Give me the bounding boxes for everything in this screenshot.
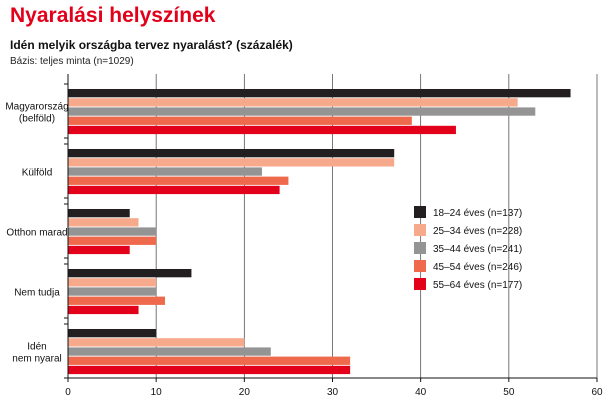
bar-1-3 [68,176,289,185]
legend-swatch-2 [414,242,426,254]
legend-swatch-0 [414,206,426,218]
legend-label-0: 18–24 éves (n=137) [433,208,522,219]
legend-swatch-1 [414,224,426,236]
x-tick-label-1: 10 [151,387,163,398]
bar-3-0 [68,269,192,278]
bar-3-3 [68,296,165,305]
legend-swatch-3 [414,260,426,272]
bar-0-0 [68,89,571,98]
legend-label-3: 45–54 éves (n=246) [433,262,522,273]
bar-4-0 [68,329,157,338]
bar-3-2 [68,287,157,296]
x-tick-label-6: 60 [591,387,603,398]
chart-title: Nyaralási helyszínek [10,4,216,27]
bar-2-2 [68,227,157,236]
category-label-3-0: Nem tudja [14,288,60,299]
category-labels: Magyarország(belföld) Külföld Otthon marad… [5,102,68,365]
legend-label-2: 35–44 éves (n=241) [433,244,522,255]
legend-swatch-4 [414,278,426,290]
bar-0-2 [68,107,536,116]
bar-3-4 [68,305,139,315]
chart-subtitle: Idén melyik országba tervez nyaralást? (… [10,38,293,52]
bar-2-4 [68,245,130,255]
bar-1-1 [68,158,395,167]
bar-1-2 [68,167,262,176]
x-tick-label-2: 20 [239,387,251,398]
x-tick-label-3: 30 [327,387,339,398]
x-axis [64,74,598,382]
category-label-4-0: Idén [27,342,46,353]
category-label-2-0: Otthon marad [6,228,67,239]
legend-label-1: 25–34 éves (n=228) [433,226,522,237]
bar-0-1 [68,98,518,107]
bar-1-4 [68,185,280,195]
bar-4-4 [68,365,351,375]
base-note: Bázis: teljes minta (n=1029) [10,56,134,67]
category-label-0-0: Magyarország [5,102,68,113]
x-tick-label-0: 0 [65,387,71,398]
bars [68,89,571,375]
category-label-1-0: Külföld [22,168,53,179]
bar-0-4 [68,125,456,135]
bar-3-1 [68,278,157,287]
x-tick-labels: 0 10 20 30 40 50 60 [65,387,603,398]
bar-4-1 [68,338,245,347]
bar-0-3 [68,116,412,125]
bar-2-3 [68,236,157,245]
category-label-0-1: (belföld) [19,114,55,125]
x-tick-label-5: 50 [503,387,515,398]
bar-4-2 [68,347,271,356]
category-label-4-1: nem nyaral [12,354,61,365]
x-tick-label-4: 40 [415,387,427,398]
bar-4-3 [68,356,351,365]
legend: 18–24 éves (n=137) 25–34 éves (n=228) 35–4… [414,206,522,291]
bar-2-1 [68,218,139,227]
bar-1-0 [68,149,395,158]
bar-2-0 [68,209,130,218]
legend-label-4: 55–64 éves (n=177) [433,280,522,291]
